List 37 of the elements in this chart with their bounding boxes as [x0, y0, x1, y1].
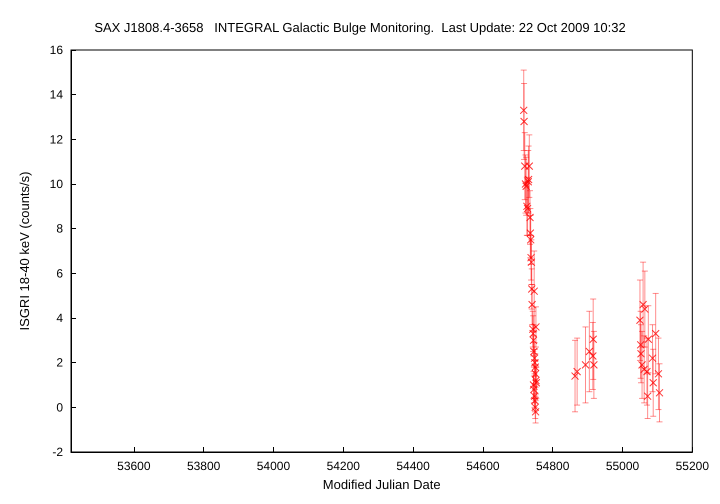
x-tick-label: 54600	[466, 459, 500, 473]
y-tick-label: 16	[50, 43, 64, 57]
point	[648, 354, 657, 362]
point	[585, 348, 594, 356]
point	[571, 372, 580, 380]
y-tick-label: 4	[56, 311, 64, 325]
point	[530, 287, 538, 296]
y-tick-label: 10	[50, 177, 64, 191]
point	[522, 202, 531, 210]
x-tick-label: 55000	[606, 459, 640, 473]
y-tick-label: 6	[56, 266, 64, 280]
point	[582, 360, 590, 369]
y-tick-label: 14	[50, 88, 64, 102]
point	[520, 117, 528, 126]
y-tick-label: 2	[56, 356, 64, 370]
point	[640, 365, 648, 374]
point	[639, 300, 648, 309]
x-tick-label: 54000	[256, 459, 290, 473]
x-tick-label: 55200	[676, 459, 710, 473]
point	[649, 378, 658, 387]
y-tick-label: 0	[56, 400, 64, 414]
x-tick-label: 54400	[396, 459, 430, 473]
y-axis-title: ISGRI 18-40 keV (counts/s)	[17, 172, 32, 330]
x-tick-label: 53600	[117, 459, 151, 473]
x-axis-title: Modified Julian Date	[322, 477, 441, 492]
y-tick-label: 12	[50, 132, 64, 146]
point	[520, 162, 529, 170]
chart-title: SAX J1808.4-3658 INTEGRAL Galactic Bulge Monitoring. Last Update: 22 Oct 2009 10:32	[94, 20, 626, 35]
x-tick-label: 53800	[186, 459, 221, 473]
point	[525, 162, 534, 170]
point	[520, 106, 528, 114]
x-tick-label: 54200	[326, 459, 360, 473]
point	[589, 335, 598, 344]
y-tick-label: -2	[52, 445, 64, 459]
x-tick-label: 54800	[536, 459, 570, 473]
point	[573, 368, 582, 376]
y-tick-label: 8	[56, 222, 64, 236]
